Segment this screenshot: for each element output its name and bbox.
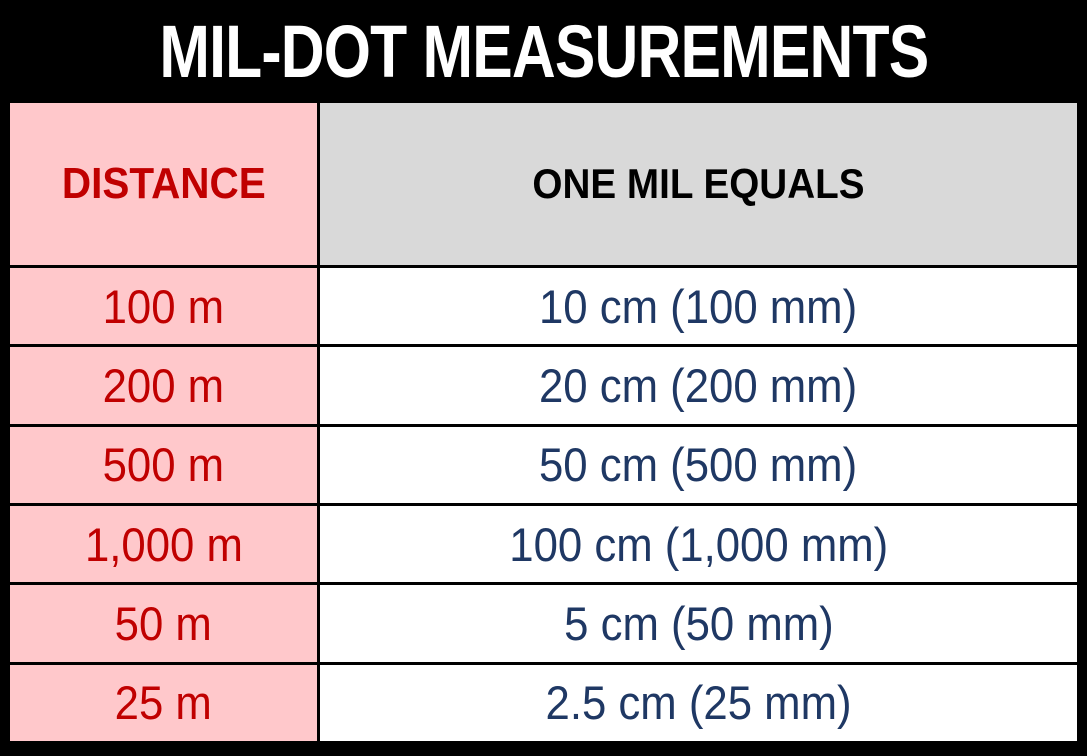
- table-row-4-equals-cell: 100 cm (1,000 mm): [320, 506, 1077, 583]
- table-row-4-distance-cell: 1,000 m: [10, 506, 317, 583]
- column-header-distance: DISTANCE: [10, 103, 317, 265]
- table-row-6-equals-cell: 2.5 cm (25 mm): [320, 664, 1077, 741]
- equals-value: 100 cm (1,000 mm): [509, 517, 888, 571]
- table-row-2-distance-cell: 200 m: [10, 347, 317, 424]
- equals-value: 2.5 cm (25 mm): [545, 676, 852, 730]
- equals-value: 10 cm (100 mm): [539, 279, 858, 333]
- table-row-1-equals-cell: 10 cm (100 mm): [320, 268, 1077, 345]
- mil-dot-table: DISTANCE ONE MIL EQUALS 100 m 10 cm (100…: [10, 103, 1077, 741]
- distance-value: 100 m: [102, 279, 225, 333]
- page-title: MIL-DOT MEASUREMENTS: [0, 0, 1087, 103]
- page-title-text: MIL-DOT MEASUREMENTS: [158, 10, 929, 93]
- column-header-one-mil-equals-label: ONE MIL EQUALS: [532, 160, 865, 207]
- distance-value: 25 m: [114, 676, 213, 730]
- table-row-2-equals-cell: 20 cm (200 mm): [320, 347, 1077, 424]
- table-row-5-equals-cell: 5 cm (50 mm): [320, 585, 1077, 662]
- table-row-6-distance-cell: 25 m: [10, 664, 317, 741]
- table-row-3-equals-cell: 50 cm (500 mm): [320, 426, 1077, 503]
- column-header-distance-label: DISTANCE: [61, 159, 266, 208]
- distance-value: 50 m: [114, 596, 213, 650]
- equals-value: 20 cm (200 mm): [539, 358, 858, 412]
- table-row-1-distance-cell: 100 m: [10, 268, 317, 345]
- equals-value: 5 cm (50 mm): [563, 596, 834, 650]
- distance-value: 500 m: [102, 438, 225, 492]
- table-row-5-distance-cell: 50 m: [10, 585, 317, 662]
- distance-value: 200 m: [102, 358, 225, 412]
- column-header-one-mil-equals: ONE MIL EQUALS: [320, 103, 1077, 265]
- table-row-3-distance-cell: 500 m: [10, 426, 317, 503]
- distance-value: 1,000 m: [84, 517, 243, 571]
- equals-value: 50 cm (500 mm): [539, 438, 858, 492]
